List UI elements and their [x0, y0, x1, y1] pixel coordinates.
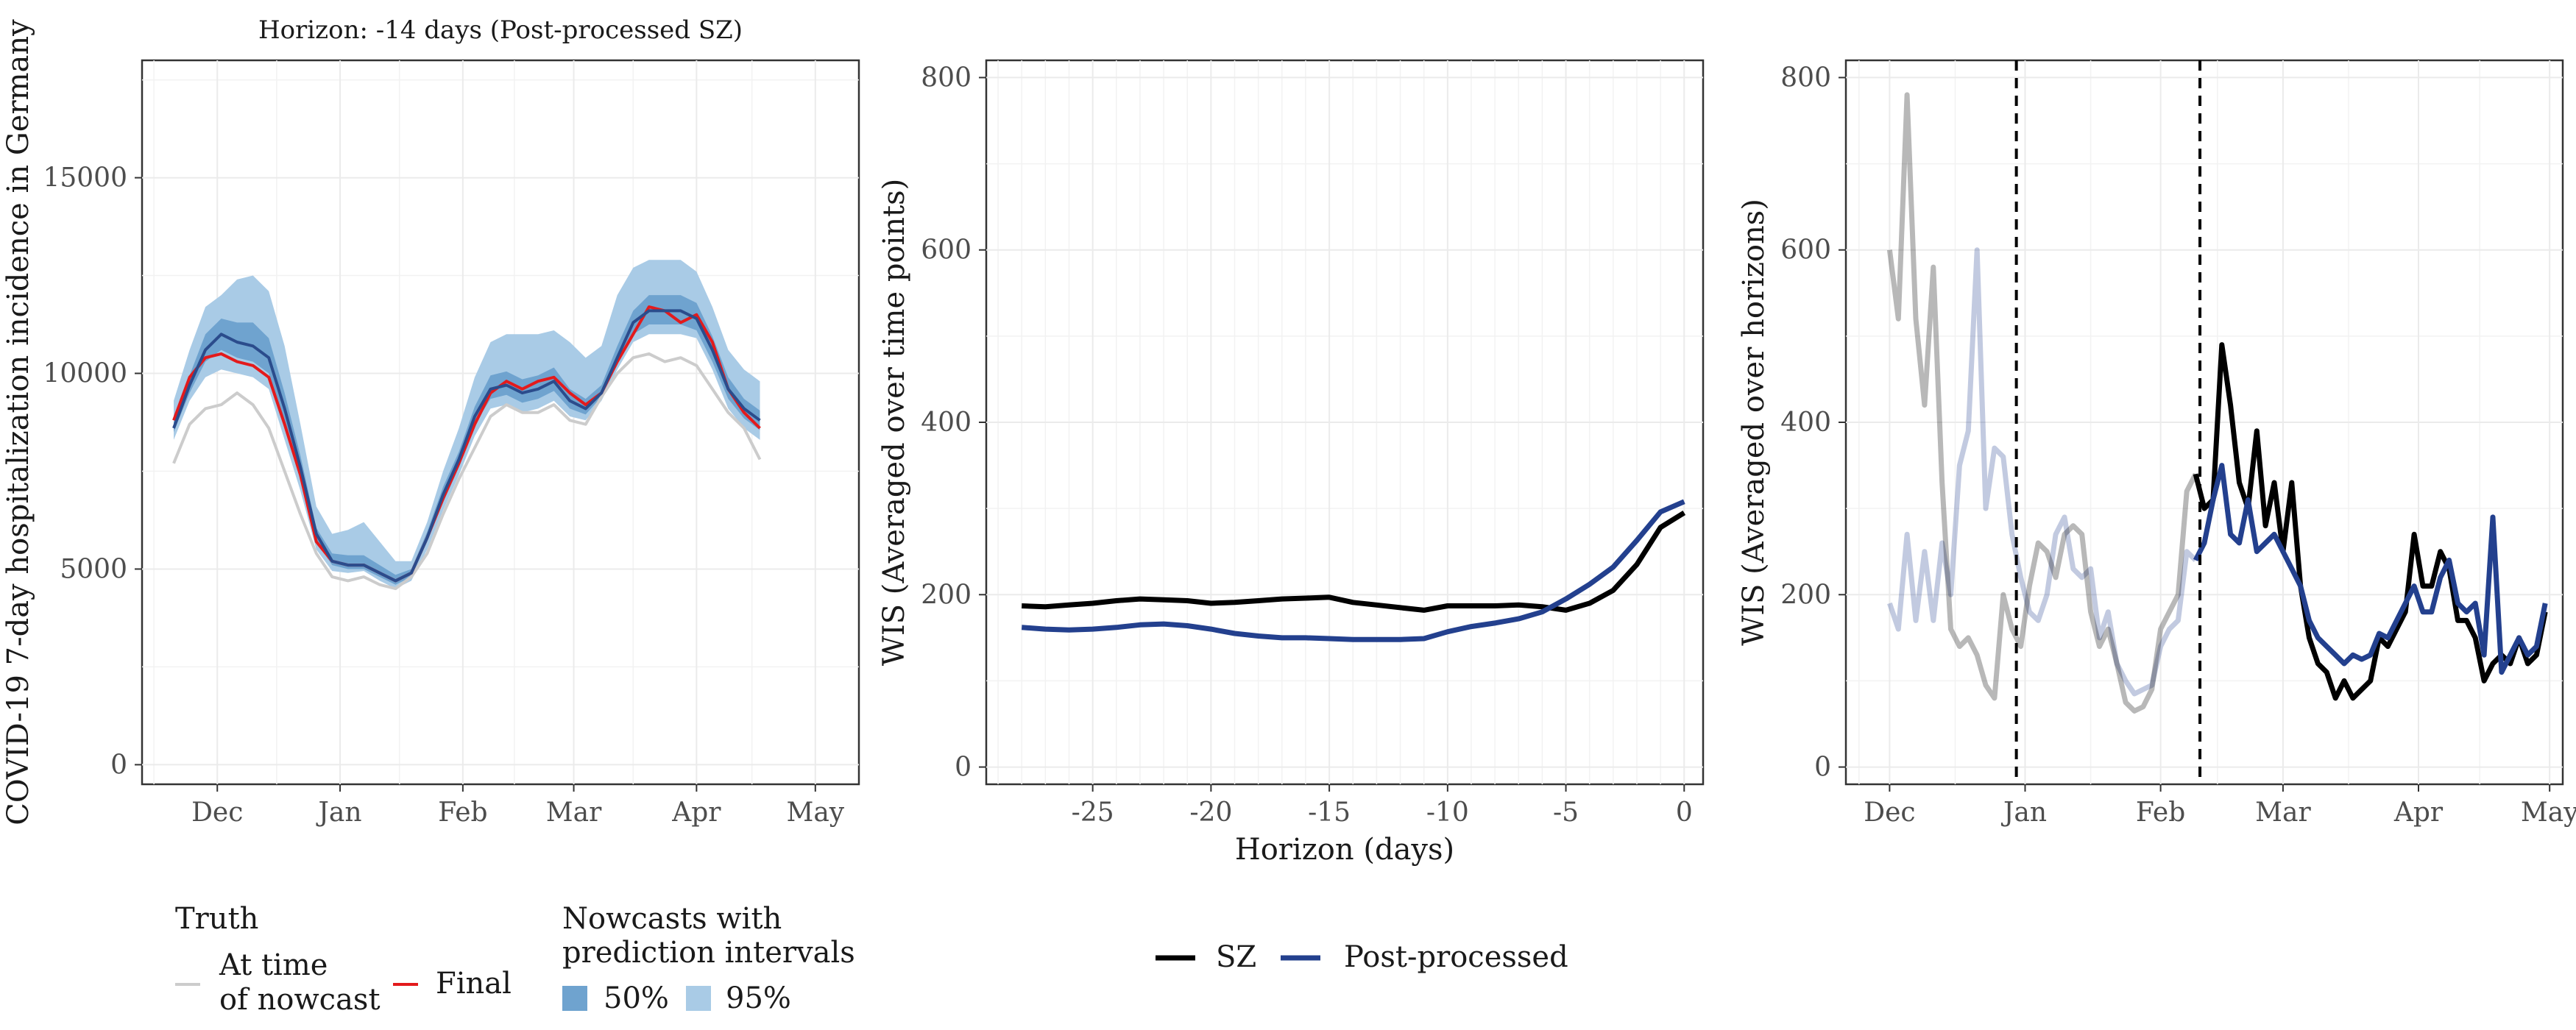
x-tick-label: Dec — [191, 798, 243, 828]
x-tick-label: May — [786, 798, 844, 828]
panel-nowcast: Horizon: -14 days (Post-processed SZ) 0 5… — [1, 15, 860, 828]
line-post-processed — [2193, 463, 2548, 675]
x-tick-label: Mar — [546, 798, 602, 828]
line-truth-at-time — [172, 352, 762, 591]
line-sz — [2193, 342, 2548, 701]
line-sz-faded — [1886, 92, 2198, 714]
pi-95-band — [174, 260, 760, 589]
tick-labels: 0 200 400 600 800 Dec Jan Feb Mar Apr May — [1780, 63, 2576, 828]
grid — [986, 60, 1703, 784]
x-tick-label: Apr — [671, 798, 721, 828]
pi-95-area — [174, 260, 760, 589]
panel-wis-time: 0 200 400 600 800 Dec Jan Feb Mar Apr May WIS (Ave… — [1737, 59, 2576, 828]
y-tick-label: 600 — [921, 235, 972, 266]
x-tick-label: Jan — [316, 798, 362, 828]
legend-truth-title: Truth — [175, 902, 258, 936]
y-tick-label: 0 — [1814, 753, 1831, 783]
legend-label-post-processed: Post-processed — [1344, 940, 1568, 974]
y-tick-label: 400 — [1780, 408, 1831, 438]
legend-label-at-time-1: At time — [219, 948, 328, 982]
y-tick-label: 400 — [921, 408, 972, 438]
legend-key-50 — [562, 986, 587, 1011]
legend-label-at-time-2: of nowcast — [219, 983, 381, 1017]
y-tick-label: 5000 — [60, 554, 127, 584]
legend-label-sz: SZ — [1216, 940, 1256, 974]
x-tick-label: Mar — [2255, 798, 2311, 828]
panel-wis-horizon: 0 200 400 600 800 -25 -20 -15 -10 -5 0 Horizon (da… — [877, 59, 1705, 867]
legend-label-50: 50% — [604, 981, 669, 1015]
y-tick-label: 0 — [110, 750, 127, 780]
x-tick-label: Feb — [2136, 798, 2185, 828]
y-tick-label: 800 — [1780, 63, 1831, 93]
y-axis-title: WIS (Averaged over time points) — [877, 179, 911, 667]
y-tick-label: 15000 — [43, 163, 127, 193]
line-nowcast-median — [172, 309, 761, 583]
y-tick-label: 10000 — [43, 359, 127, 389]
legend-models: SZ Post-processed — [1156, 940, 1568, 974]
tick-labels: 0 5000 10000 15000 Dec Jan Feb Mar Apr May — [43, 163, 844, 828]
y-tick-label: 800 — [921, 63, 972, 93]
line-post-processed — [1021, 499, 1685, 642]
x-tick-label: Apr — [2393, 798, 2444, 828]
x-tick-label: -15 — [1308, 798, 1351, 828]
line-sz — [1022, 511, 1686, 613]
series-lines — [172, 305, 762, 591]
x-tick-label: -10 — [1426, 798, 1469, 828]
tick-labels: 0 200 400 600 800 -25 -20 -15 -10 -5 0 — [921, 63, 1692, 828]
panel-title: Horizon: -14 days (Post-processed SZ) — [258, 15, 743, 45]
x-tick-label: -20 — [1189, 798, 1232, 828]
legend-label-95: 95% — [726, 981, 791, 1015]
x-tick-label: Feb — [438, 798, 487, 828]
legend-key-95 — [686, 986, 711, 1011]
x-tick-label: Jan — [2000, 798, 2047, 828]
y-tick-label: 600 — [1780, 235, 1831, 266]
legend-truth-nowcast: Truth At time of nowcast Final Nowcasts … — [175, 902, 855, 1017]
y-tick-label: 0 — [955, 753, 972, 783]
series-lines — [1886, 92, 2548, 714]
x-tick-label: May — [2521, 798, 2576, 828]
y-axis-title: WIS (Averaged over horizons) — [1737, 199, 1771, 646]
y-tick-label: 200 — [921, 580, 972, 610]
line-post-processed-faded — [1887, 247, 2198, 697]
grid — [1846, 60, 2563, 784]
x-tick-label: -5 — [1553, 798, 1579, 828]
x-tick-label: -25 — [1072, 798, 1114, 828]
legend-label-final: Final — [436, 967, 512, 1001]
legend-nowcast-title-1: Nowcasts with — [562, 902, 782, 936]
y-tick-label: 200 — [1780, 580, 1831, 610]
legend-nowcast-title-2: prediction intervals — [562, 936, 855, 970]
y-axis-title: COVID-19 7-day hospitalization incidence… — [1, 19, 35, 825]
x-tick-label: Dec — [1864, 798, 1915, 828]
reference-lines — [2014, 60, 2202, 784]
series-lines — [1021, 499, 1686, 642]
x-axis-title: Horizon (days) — [1235, 833, 1454, 867]
x-tick-label: 0 — [1676, 798, 1693, 828]
